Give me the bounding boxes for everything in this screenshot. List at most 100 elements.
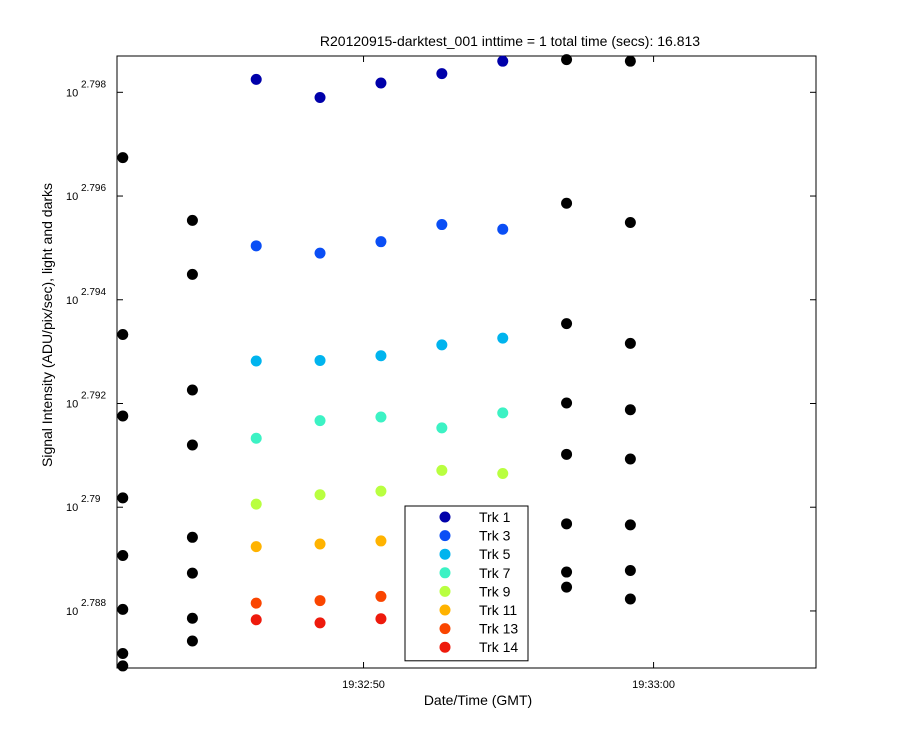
data-point [186, 214, 198, 226]
data-point [250, 432, 262, 444]
y-tick-label-base: 10 [66, 295, 78, 307]
y-tick-label-exponent: 2.796 [81, 183, 106, 194]
legend-marker [439, 511, 451, 523]
data-point [314, 247, 326, 259]
legend-label: Trk 9 [479, 583, 511, 599]
y-tick-label-exponent: 2.788 [81, 598, 106, 609]
y-ticks: 102.788102.79102.792102.794102.796102.79… [66, 79, 816, 618]
data-point [250, 614, 262, 626]
data-point [250, 498, 262, 510]
data-point [117, 410, 129, 422]
legend-marker [439, 585, 451, 597]
legend-label: Trk 1 [479, 509, 511, 525]
data-point [186, 439, 198, 451]
data-point [624, 337, 636, 349]
data-point [375, 350, 387, 362]
legend: Trk 1 Trk 3 Trk 5 Trk 7 Trk 9 Trk 11 Trk 13 Trk… [404, 505, 529, 662]
legend-marker [439, 604, 451, 616]
data-points [117, 54, 636, 672]
data-point [375, 590, 387, 602]
data-point [117, 603, 129, 615]
data-point [561, 518, 573, 530]
data-point [436, 464, 448, 476]
data-point [624, 453, 636, 465]
y-tick-label-exponent: 2.792 [81, 390, 106, 401]
y-tick-label-base: 10 [66, 398, 78, 410]
y-tick-label-exponent: 2.794 [81, 287, 106, 298]
x-tick-label: 19:33:00 [632, 679, 675, 691]
data-point [561, 318, 573, 330]
data-point [314, 489, 326, 501]
data-point [624, 55, 636, 67]
legend-label: Trk 5 [479, 546, 511, 562]
y-tick-label-base: 10 [66, 87, 78, 99]
data-point [186, 612, 198, 624]
data-point [497, 332, 509, 344]
data-point [186, 567, 198, 579]
legend-marker [439, 623, 451, 635]
data-point [250, 240, 262, 252]
data-point [624, 404, 636, 416]
data-point [250, 73, 262, 85]
legend-label: Trk 3 [479, 528, 511, 544]
data-point [497, 468, 509, 480]
data-point [497, 407, 509, 419]
data-point [186, 635, 198, 647]
data-point [375, 613, 387, 625]
data-point [624, 564, 636, 576]
y-tick-label-exponent: 2.79 [81, 494, 101, 505]
data-point [117, 647, 129, 659]
y-tick-label-base: 10 [66, 191, 78, 203]
legend-label: Trk 14 [479, 639, 518, 655]
data-point [375, 236, 387, 248]
legend-marker [439, 641, 451, 653]
data-point [375, 535, 387, 547]
y-tick-label-base: 10 [66, 502, 78, 514]
data-point [117, 492, 129, 504]
legend-marker [439, 548, 451, 560]
data-point [497, 223, 509, 235]
data-point [624, 593, 636, 605]
data-point [314, 617, 326, 629]
legend-label: Trk 7 [479, 565, 511, 581]
chart-title: R20120915-darktest_001 inttime = 1 total… [320, 33, 700, 49]
data-point [561, 581, 573, 593]
data-point [436, 219, 448, 231]
legend-box [404, 505, 529, 662]
data-point [624, 216, 636, 228]
data-point [497, 55, 509, 67]
data-point [436, 422, 448, 434]
data-point [375, 411, 387, 423]
legend-label: Trk 11 [479, 602, 517, 618]
data-point [314, 354, 326, 366]
x-tick-label: 19:32:50 [342, 679, 385, 691]
data-point [436, 339, 448, 351]
x-ticks: 19:32:50 19:33:00 [342, 56, 675, 691]
data-point [117, 549, 129, 561]
data-point [314, 415, 326, 427]
legend-marker [439, 567, 451, 579]
data-point [561, 397, 573, 409]
data-point [436, 68, 448, 80]
x-axis-label: Date/Time (GMT) [424, 692, 532, 708]
y-tick-label-exponent: 2.798 [81, 79, 106, 90]
data-point [314, 538, 326, 550]
data-point [561, 566, 573, 578]
data-point [186, 268, 198, 280]
data-point [314, 595, 326, 607]
data-point [250, 355, 262, 367]
data-point [250, 541, 262, 553]
data-point [186, 531, 198, 543]
data-point [117, 660, 129, 672]
y-axis-label: Signal Intensity (ADU/pix/sec), light an… [39, 183, 55, 467]
data-point [117, 152, 129, 164]
data-point [375, 77, 387, 89]
data-point [561, 54, 573, 66]
data-point [561, 448, 573, 460]
data-point [624, 519, 636, 531]
data-point [314, 91, 326, 103]
y-tick-label-base: 10 [66, 606, 78, 618]
data-point [186, 384, 198, 396]
legend-label: Trk 13 [479, 621, 518, 637]
